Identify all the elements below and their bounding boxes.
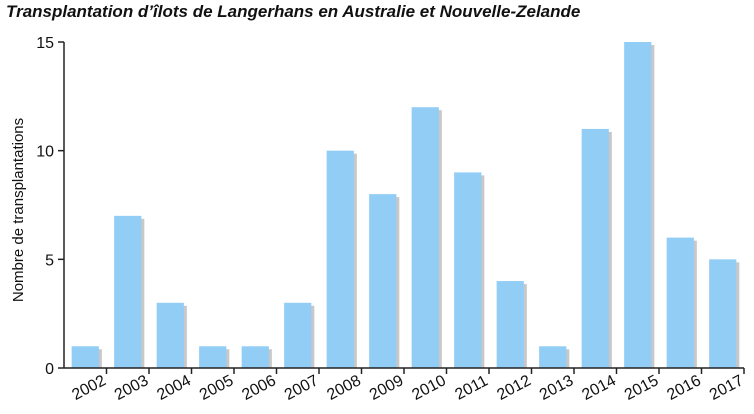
bar-2008 <box>326 150 354 368</box>
x-tick-label-2005: 2005 <box>197 372 236 404</box>
x-tick-label-2002: 2002 <box>69 372 108 404</box>
bar-2015 <box>624 42 652 368</box>
y-ticks-layer: 0 5 10 15 <box>36 35 64 378</box>
bar-2012 <box>496 281 524 368</box>
bars-layer <box>71 42 740 368</box>
chart-title: Transplantation d’îlots de Langerhans en… <box>6 2 581 21</box>
bar-2017 <box>709 259 737 368</box>
y-tick-label: 10 <box>36 144 54 161</box>
bar-2006 <box>241 346 269 368</box>
bar-2005 <box>199 346 227 368</box>
x-tick-label-2016: 2016 <box>664 372 703 404</box>
x-tick-label-2015: 2015 <box>622 372 661 404</box>
bar-2002 <box>71 346 99 368</box>
bar-2007 <box>284 302 312 368</box>
x-tick-label-2006: 2006 <box>239 372 278 404</box>
bar-2009 <box>369 194 397 368</box>
x-tick-label-2008: 2008 <box>324 372 363 404</box>
bar-2013 <box>539 346 567 368</box>
x-tick-label-2003: 2003 <box>112 372 151 404</box>
y-tick-label: 0 <box>45 361 54 378</box>
bar-2014 <box>581 128 609 368</box>
x-tick-label-2012: 2012 <box>494 372 533 404</box>
x-tick-label-2010: 2010 <box>409 372 448 404</box>
x-tick-label-2017: 2017 <box>707 372 746 404</box>
x-ticks-layer: 2002 2003 2004 2005 2006 2007 2008 2009 2010 2011… <box>69 368 746 404</box>
x-tick-label-2014: 2014 <box>579 372 618 404</box>
y-tick-label: 5 <box>45 252 54 269</box>
x-tick-label-2013: 2013 <box>537 372 576 404</box>
x-tick-label-2011: 2011 <box>452 372 490 403</box>
x-tick-label-2004: 2004 <box>154 372 193 404</box>
bar-2003 <box>114 215 142 368</box>
y-axis-title: Nombre de transplantations <box>10 118 27 302</box>
bar-2016 <box>666 237 694 368</box>
bar-2011 <box>454 172 482 368</box>
x-tick-label-2007: 2007 <box>282 372 321 404</box>
y-tick-label: 15 <box>36 35 54 52</box>
bar-2010 <box>411 107 439 368</box>
x-tick-label-2009: 2009 <box>367 372 406 404</box>
bar-2004 <box>156 302 184 368</box>
